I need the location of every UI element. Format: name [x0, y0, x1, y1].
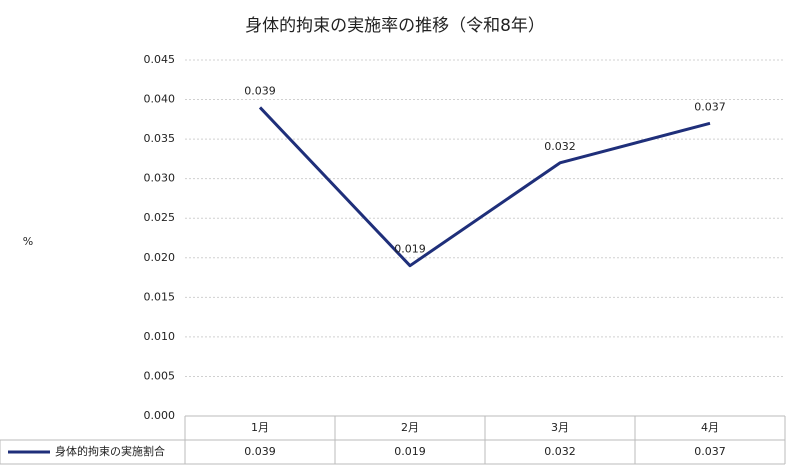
y-tick-label: 0.020 — [144, 251, 176, 264]
y-tick-label: 0.025 — [144, 211, 176, 224]
data-label: 0.032 — [544, 140, 576, 153]
y-tick-label: 0.000 — [144, 409, 176, 422]
data-label: 0.019 — [394, 243, 426, 256]
y-tick-label: 0.040 — [144, 93, 176, 106]
chart-title: 身体的拘束の実施率の推移（令和8年） — [245, 16, 545, 36]
data-label: 0.037 — [694, 100, 726, 113]
table-value: 0.032 — [544, 445, 576, 458]
y-tick-label: 0.045 — [144, 53, 176, 66]
y-tick-label: 0.010 — [144, 330, 176, 343]
data-label: 0.039 — [244, 84, 276, 97]
x-tick-label: 3月 — [551, 421, 569, 434]
legend-label: 身体的拘束の実施割合 — [55, 444, 165, 458]
y-tick-label: 0.005 — [144, 369, 176, 382]
x-tick-label: 2月 — [401, 421, 419, 434]
table-value: 0.039 — [244, 445, 276, 458]
y-tick-label: 0.015 — [144, 290, 176, 303]
y-tick-label: 0.030 — [144, 172, 176, 185]
table-value: 0.037 — [694, 445, 726, 458]
y-tick-label: 0.035 — [144, 132, 176, 145]
series-line — [258, 106, 711, 268]
x-tick-label: 1月 — [251, 421, 269, 434]
table-value: 0.019 — [394, 445, 426, 458]
y-axis-label: % — [23, 235, 33, 248]
x-tick-label: 4月 — [701, 421, 719, 434]
